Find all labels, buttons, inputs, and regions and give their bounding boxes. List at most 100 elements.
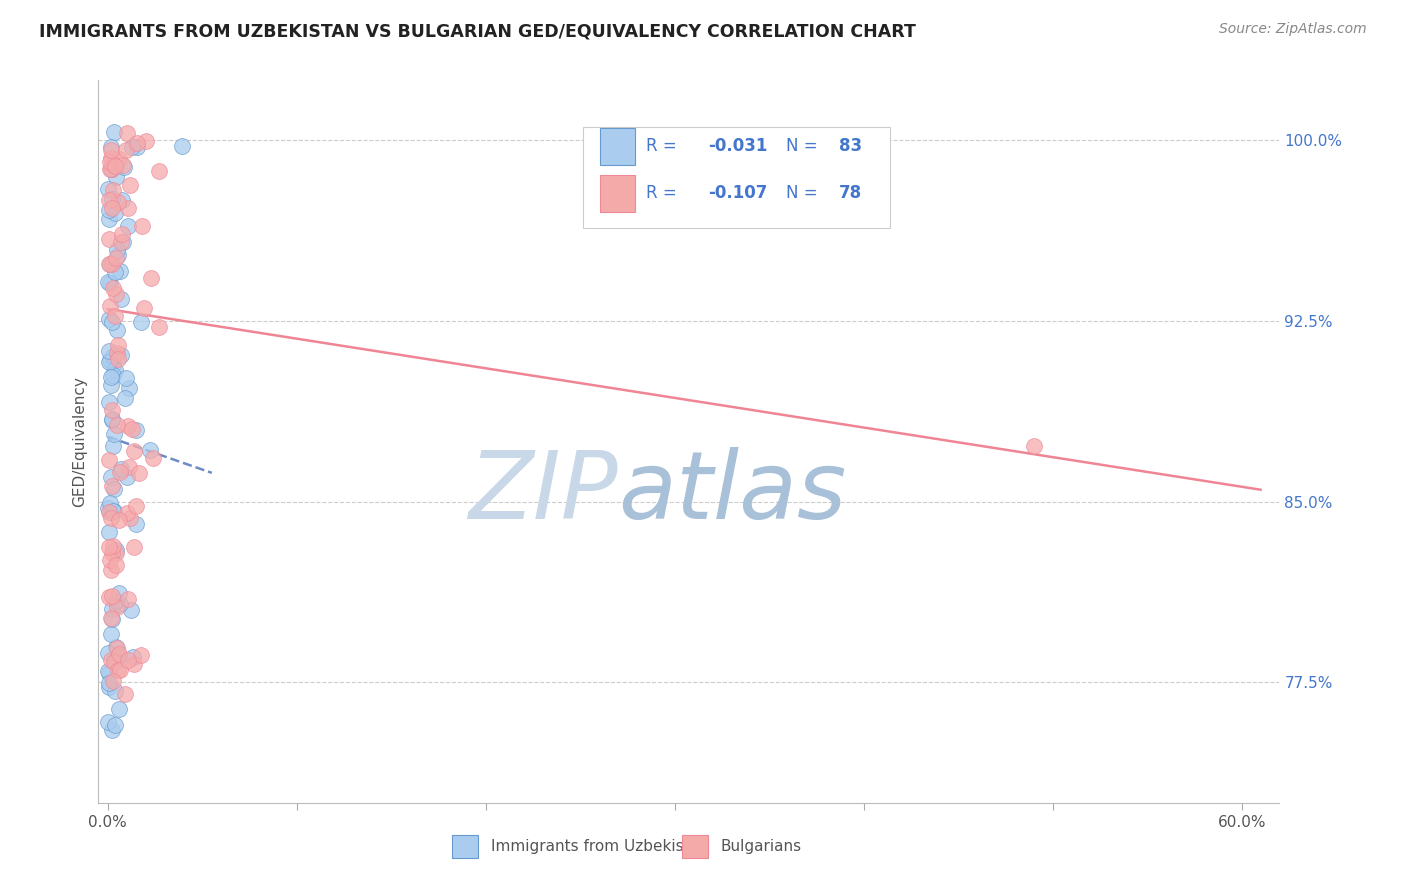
Point — [117, 201, 139, 215]
Point — [107, 194, 129, 209]
Text: 78: 78 — [839, 185, 862, 202]
Point — [103, 503, 125, 517]
Point — [97, 665, 120, 680]
Point — [118, 178, 141, 192]
Point — [104, 594, 127, 608]
Point — [101, 479, 124, 493]
Point — [100, 353, 122, 368]
Point — [121, 650, 143, 665]
Point — [101, 589, 124, 603]
Point — [98, 676, 121, 690]
Point — [100, 611, 122, 625]
Text: Source: ZipAtlas.com: Source: ZipAtlas.com — [1219, 22, 1367, 37]
Point — [107, 647, 129, 661]
Point — [148, 319, 170, 334]
Point — [107, 663, 129, 677]
Point — [98, 553, 121, 567]
Point — [97, 182, 120, 196]
Point — [98, 203, 121, 218]
Point — [104, 683, 127, 698]
Point — [98, 257, 121, 271]
Point — [111, 158, 134, 172]
Point — [100, 155, 122, 169]
Point — [101, 545, 124, 559]
FancyBboxPatch shape — [582, 128, 890, 228]
Point — [105, 251, 128, 265]
Point — [100, 413, 122, 427]
Point — [105, 600, 128, 615]
Text: R =: R = — [647, 185, 682, 202]
Point — [101, 281, 124, 295]
Point — [98, 276, 121, 290]
Point — [117, 653, 139, 667]
Point — [108, 586, 131, 600]
Point — [104, 363, 127, 377]
Point — [105, 418, 128, 433]
Point — [122, 444, 145, 458]
Point — [97, 540, 120, 554]
Text: N =: N = — [786, 185, 823, 202]
Point — [108, 664, 131, 678]
Point — [110, 235, 132, 249]
Point — [112, 160, 135, 174]
Point — [128, 466, 150, 480]
Point — [111, 194, 134, 208]
Point — [98, 161, 121, 176]
Point — [97, 714, 120, 729]
Point — [115, 143, 138, 157]
Point — [103, 206, 125, 220]
Point — [108, 513, 131, 527]
Point — [121, 140, 143, 154]
Point — [100, 370, 122, 384]
Text: Bulgarians: Bulgarians — [721, 838, 801, 854]
Point — [117, 219, 139, 233]
Point — [100, 402, 122, 417]
Point — [115, 126, 138, 140]
Text: atlas: atlas — [619, 447, 846, 538]
FancyBboxPatch shape — [682, 835, 707, 858]
Point — [101, 257, 124, 271]
Point — [101, 157, 124, 171]
Point — [105, 650, 128, 665]
Point — [101, 504, 124, 518]
Point — [101, 602, 124, 616]
Point — [98, 394, 121, 409]
Point — [97, 193, 120, 207]
Point — [104, 718, 127, 732]
Point — [101, 183, 124, 197]
Point — [97, 275, 120, 289]
Point — [107, 248, 129, 262]
Point — [121, 422, 143, 436]
Point — [104, 558, 127, 572]
Point — [100, 470, 122, 484]
Point — [101, 315, 124, 329]
Point — [97, 257, 120, 271]
Point — [125, 423, 148, 437]
Text: -0.031: -0.031 — [707, 137, 768, 155]
Point — [100, 378, 122, 392]
Point — [100, 139, 122, 153]
Point — [110, 264, 132, 278]
Point — [101, 439, 124, 453]
Point — [98, 496, 121, 510]
Point — [129, 648, 152, 662]
Text: Immigrants from Uzbekistan: Immigrants from Uzbekistan — [491, 838, 709, 854]
Point — [97, 500, 120, 515]
Point — [117, 592, 139, 607]
Point — [110, 462, 132, 476]
Point — [124, 657, 146, 672]
Text: -0.107: -0.107 — [707, 185, 768, 202]
Point — [100, 563, 122, 577]
Point — [100, 511, 122, 525]
Point — [118, 459, 141, 474]
Point — [97, 453, 120, 467]
Point — [100, 653, 122, 667]
Point — [120, 603, 142, 617]
Point — [107, 153, 129, 167]
Point — [114, 392, 136, 406]
Point — [103, 655, 125, 669]
Point — [101, 673, 124, 688]
Point — [100, 143, 122, 157]
Point — [115, 506, 138, 520]
Point — [108, 648, 131, 663]
